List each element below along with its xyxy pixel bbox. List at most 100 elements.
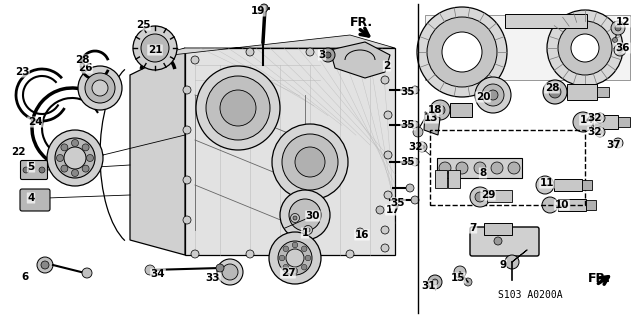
Text: S103 A0200A: S103 A0200A <box>498 290 563 300</box>
Circle shape <box>72 170 79 177</box>
Text: 31: 31 <box>422 281 436 291</box>
Circle shape <box>283 246 289 252</box>
Text: FR.: FR. <box>588 272 611 285</box>
Circle shape <box>183 126 191 134</box>
Circle shape <box>280 190 330 240</box>
Circle shape <box>615 25 621 31</box>
Circle shape <box>47 130 103 186</box>
Text: 10: 10 <box>555 200 569 210</box>
Bar <box>558 199 586 211</box>
Bar <box>505 14 587 28</box>
Bar <box>437 158 522 178</box>
Polygon shape <box>425 15 630 80</box>
Bar <box>448 170 460 188</box>
Circle shape <box>558 21 612 75</box>
Text: 23: 23 <box>15 67 29 77</box>
Text: 3: 3 <box>318 50 326 60</box>
Text: 17: 17 <box>386 205 400 215</box>
Circle shape <box>295 147 325 177</box>
Circle shape <box>428 275 442 289</box>
Circle shape <box>356 228 364 236</box>
Circle shape <box>536 176 554 194</box>
Text: 13: 13 <box>424 113 438 123</box>
Text: 8: 8 <box>479 168 486 178</box>
Circle shape <box>246 48 254 56</box>
Circle shape <box>260 4 268 12</box>
Circle shape <box>141 34 169 62</box>
Circle shape <box>571 34 599 62</box>
Bar <box>487 190 512 202</box>
Text: 24: 24 <box>28 117 42 127</box>
Circle shape <box>145 265 155 275</box>
Circle shape <box>55 138 95 178</box>
Circle shape <box>411 121 419 129</box>
Circle shape <box>278 241 312 275</box>
Text: 34: 34 <box>150 269 165 279</box>
Circle shape <box>92 80 108 96</box>
Circle shape <box>293 216 297 220</box>
Circle shape <box>82 144 89 151</box>
Text: 35: 35 <box>401 87 415 97</box>
Circle shape <box>220 90 256 126</box>
Circle shape <box>488 90 498 100</box>
Text: 35: 35 <box>401 157 415 167</box>
Text: 26: 26 <box>77 63 92 73</box>
Circle shape <box>23 167 29 173</box>
Bar <box>484 223 512 235</box>
Circle shape <box>305 255 311 261</box>
Circle shape <box>37 257 53 273</box>
Circle shape <box>292 242 298 248</box>
Text: 27: 27 <box>281 268 295 278</box>
Circle shape <box>482 84 504 106</box>
Bar <box>450 103 472 117</box>
Circle shape <box>595 127 605 137</box>
Text: 28: 28 <box>75 55 89 65</box>
Text: 32: 32 <box>588 127 602 137</box>
Circle shape <box>282 134 338 190</box>
Circle shape <box>61 144 68 151</box>
Circle shape <box>491 162 503 174</box>
Circle shape <box>64 147 86 169</box>
Circle shape <box>611 21 625 35</box>
Bar <box>430 130 585 205</box>
Circle shape <box>78 66 122 110</box>
Circle shape <box>272 124 348 200</box>
Circle shape <box>183 176 191 184</box>
Text: 1: 1 <box>301 228 308 238</box>
Bar <box>593 115 618 129</box>
Text: 16: 16 <box>355 230 369 240</box>
Text: 35: 35 <box>401 120 415 130</box>
Circle shape <box>413 127 423 137</box>
Circle shape <box>246 250 254 258</box>
Circle shape <box>346 250 354 258</box>
Bar <box>618 117 630 127</box>
Circle shape <box>191 250 199 258</box>
Bar <box>554 179 582 191</box>
Text: 9: 9 <box>499 260 507 270</box>
Circle shape <box>508 162 520 174</box>
Polygon shape <box>424 112 440 135</box>
Circle shape <box>286 249 304 267</box>
Circle shape <box>269 232 321 284</box>
Circle shape <box>85 73 115 103</box>
Circle shape <box>430 100 450 120</box>
FancyBboxPatch shape <box>470 227 539 256</box>
Circle shape <box>61 165 68 172</box>
Circle shape <box>384 151 392 159</box>
Circle shape <box>505 255 519 269</box>
Circle shape <box>133 26 177 70</box>
Bar <box>435 170 447 188</box>
Text: 35: 35 <box>391 198 405 208</box>
Bar <box>567 84 597 100</box>
Circle shape <box>216 264 224 272</box>
Circle shape <box>301 246 307 252</box>
Text: 32: 32 <box>409 142 423 152</box>
Polygon shape <box>185 48 395 255</box>
Circle shape <box>420 145 424 149</box>
Text: 21: 21 <box>148 45 163 55</box>
Circle shape <box>191 56 199 64</box>
Circle shape <box>542 197 558 213</box>
Circle shape <box>41 261 49 269</box>
Circle shape <box>427 17 497 87</box>
Text: 37: 37 <box>607 140 621 150</box>
